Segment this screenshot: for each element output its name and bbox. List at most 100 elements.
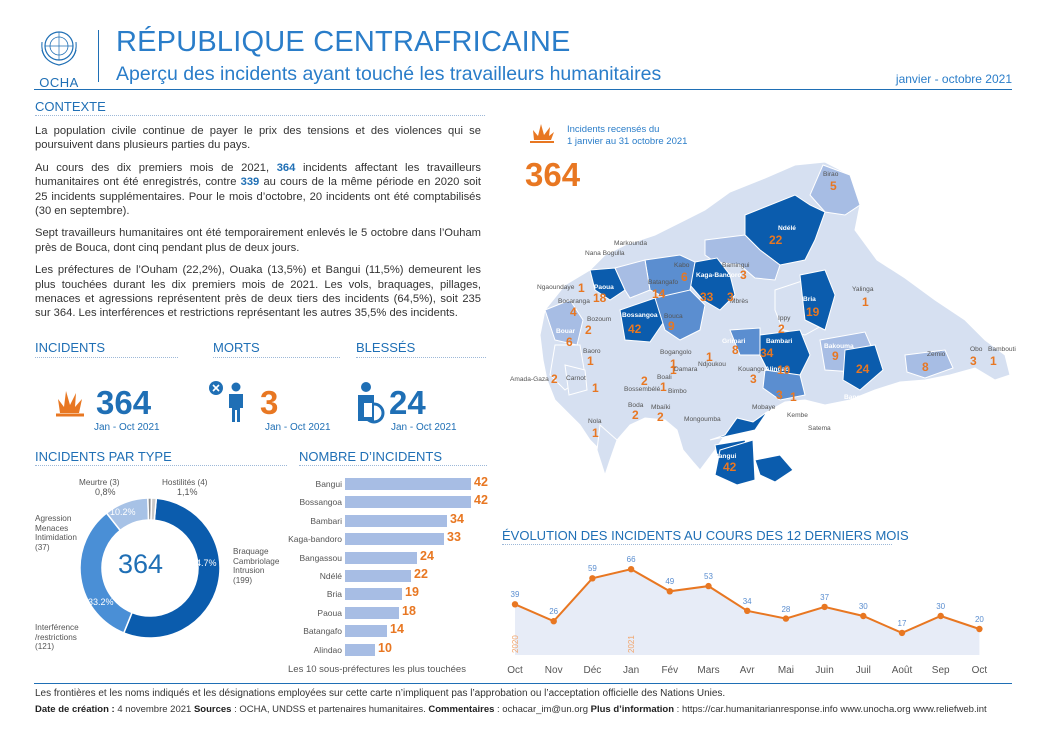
bar	[345, 514, 447, 527]
line-point	[589, 575, 596, 582]
x-tick-label: Juin	[815, 665, 834, 676]
map-place-count: 3	[776, 388, 783, 402]
kpi-morts-title: MORTS	[213, 340, 260, 355]
donut-slice	[122, 497, 221, 639]
map-place-count: 1	[706, 350, 713, 364]
bar-label: Bria	[326, 589, 342, 600]
line-point-value: 59	[587, 564, 597, 574]
map-place-count: 6	[566, 335, 573, 349]
map-place-label: Boali	[657, 374, 672, 381]
bar-label: Ndélé	[319, 571, 342, 581]
line-point-value: 17	[897, 618, 907, 628]
map-place-label: Kembe	[787, 412, 808, 419]
map-place-count: 1	[660, 380, 667, 394]
bar-value: 10	[378, 640, 392, 655]
bar-value: 33	[447, 530, 461, 545]
map-place-label: Nola	[588, 418, 602, 425]
map-place-label: Mongoumba	[684, 416, 721, 423]
map-place-count: 1	[592, 381, 599, 395]
header-rule	[34, 89, 1012, 90]
bar-value: 18	[402, 603, 416, 618]
line-point-value: 66	[626, 555, 636, 565]
context-divider	[35, 115, 485, 116]
donut-total: 364	[118, 549, 164, 579]
page-title: RÉPUBLIQUE CENTRAFRICAINE	[116, 26, 571, 58]
map-place-count: 6	[681, 270, 688, 284]
bar-value: 34	[450, 511, 464, 526]
map-place-count: 9	[832, 349, 839, 363]
map-place-count: 34	[760, 346, 774, 360]
credits: Date de création : 4 novembre 2021 Sourc…	[35, 704, 987, 715]
map-place-count: 19	[806, 305, 820, 319]
bar	[345, 588, 402, 601]
bars-title: NOMBRE D’INCIDENTS	[299, 449, 443, 464]
kpi-morts-divider	[213, 357, 340, 358]
donut-pct-meurtre: 0,8%	[95, 487, 116, 497]
donut-label-braquage: Braquage Cambriolage Intrusion (199)	[233, 547, 280, 585]
context-paragraph-2: Au cours des dix premiers mois de 2021, …	[35, 161, 481, 218]
map-place-count: 1	[990, 354, 997, 368]
map-place-label: Bimbo	[668, 388, 687, 395]
line-point	[666, 588, 673, 595]
line-point-value: 28	[781, 604, 791, 614]
bar-row: Bangassou 24	[286, 549, 506, 565]
map-place-count: 8	[732, 343, 739, 357]
bar-label: Alindao	[313, 644, 342, 655]
map-place-count: 1	[670, 357, 677, 371]
kpi-blesses-divider	[356, 357, 486, 358]
kpi-incidents-title: INCIDENTS	[35, 340, 106, 355]
map-place-label: Bocaranga	[558, 298, 590, 305]
line-point-value: 49	[665, 577, 675, 587]
map-place-count: 24	[856, 362, 870, 376]
map-place-label: Ndélé	[778, 225, 796, 232]
map-place-count: 2	[641, 374, 648, 388]
map-place-count: 3	[727, 290, 734, 304]
x-tick-label: Fév	[661, 665, 679, 676]
x-tick-label: Juil	[855, 665, 871, 676]
kpi-incidents-value: 364	[96, 384, 152, 421]
line-point-value: 26	[549, 607, 559, 617]
x-tick-label: Oct	[971, 665, 988, 676]
map-place-label: Bamingui	[722, 262, 750, 269]
report-period: janvier - octobre 2021	[895, 72, 1012, 86]
map-place-count: 3	[970, 354, 977, 368]
map-place-label: Bozoum	[587, 316, 612, 323]
map-place-label: Ippy	[778, 315, 791, 322]
ocha-logo: OCHA	[34, 28, 84, 90]
kpi-blesses-value: 24	[389, 384, 426, 421]
bar	[345, 496, 471, 509]
year-marker: 2021	[627, 635, 636, 653]
line-point	[627, 566, 635, 573]
bar-label: Paoua	[317, 607, 342, 618]
map-place-label: Carnot	[566, 375, 586, 382]
line-point-value: 37	[820, 592, 830, 602]
kpi-incidents-divider	[35, 357, 178, 358]
bar	[345, 478, 471, 490]
map-place-label: Birao	[823, 171, 839, 178]
map-place-count: 3	[750, 372, 757, 386]
donut-pct-hostilites: 1,1%	[177, 487, 198, 497]
donut-label-interference: Interférence/restrictions (121)	[35, 623, 79, 651]
map-place-label: Zemio	[927, 351, 946, 358]
map-place-label: Batangafo	[648, 279, 679, 286]
donut-pct-agression: 10.2%	[110, 507, 136, 517]
map-place-label: Bossangoa	[622, 312, 658, 319]
x-tick-label: Nov	[544, 665, 563, 676]
kpi-blesses-sub: Jan - Oct 2021	[391, 422, 457, 433]
map-place-count: 9	[668, 319, 675, 333]
map-place-label: Bangui	[714, 453, 737, 460]
line-point-value: 30	[936, 602, 946, 611]
map-place-label: Markounda	[614, 240, 647, 247]
map-place-label: Baoro	[583, 348, 601, 355]
line-point-value: 30	[858, 602, 868, 611]
map-place-label: Mobaye	[752, 404, 776, 411]
line-point-value: 39	[510, 590, 520, 600]
kpi-morts-sub: Jan - Oct 2021	[265, 422, 331, 433]
map-place-count: 42	[723, 460, 737, 474]
map-place-count: 2	[632, 408, 639, 422]
donut-pct-interference: 33.2%	[88, 597, 114, 607]
bar	[345, 533, 444, 546]
map-total: 364	[525, 156, 581, 193]
line-point	[860, 612, 867, 620]
map-place-label: Nana Bogulla	[585, 250, 625, 257]
